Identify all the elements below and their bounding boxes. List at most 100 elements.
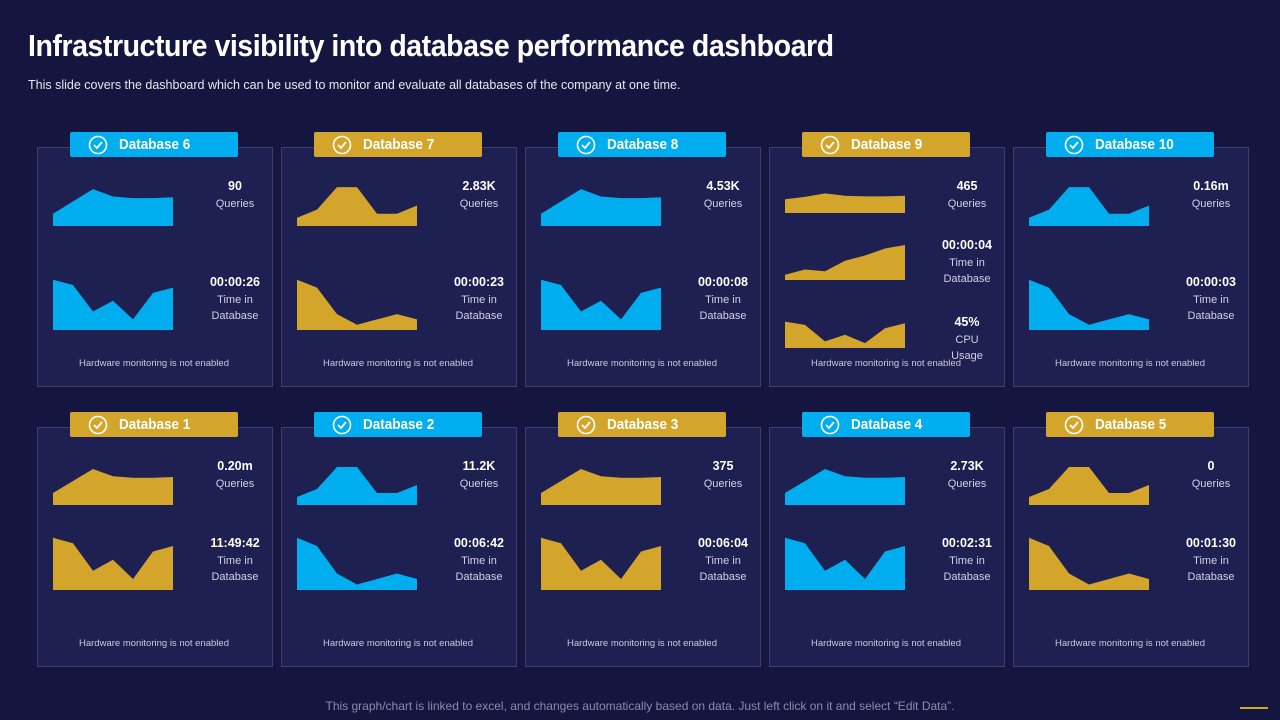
metric-value: 11.2K <box>462 459 496 473</box>
sparkline-area <box>785 245 905 280</box>
metric-label: Time in Database <box>699 294 747 322</box>
sparkline <box>1029 537 1149 590</box>
check-icon <box>820 135 840 154</box>
panel-title: Database 6 <box>119 136 191 153</box>
metric-label: Queries <box>1191 198 1231 210</box>
footer-note: This graph/chart is linked to excel, and… <box>325 699 955 713</box>
metric-label: Time in Database <box>211 294 259 322</box>
accent-line <box>1240 707 1268 709</box>
metric-value: 00:06:04 <box>697 536 749 550</box>
metric-value: 00:00:26 <box>209 275 261 289</box>
sparkline <box>297 537 417 590</box>
sparkline-area <box>1029 187 1149 226</box>
sparkline-area <box>541 537 661 590</box>
sparkline-area <box>785 193 905 213</box>
panel-tab: Database 7 <box>314 132 482 157</box>
metric-label: Queries <box>459 478 499 490</box>
check-icon <box>576 135 596 154</box>
sparkline <box>1029 279 1149 330</box>
metric-value: 465 <box>956 179 978 193</box>
metric-value: 4.53K <box>706 179 740 193</box>
panel-tab: Database 9 <box>802 132 970 157</box>
panel <box>525 427 761 667</box>
sparkline <box>785 193 905 213</box>
panel-tab: Database 3 <box>558 412 726 437</box>
panel-title: Database 8 <box>607 136 679 153</box>
sparkline-area <box>541 279 661 330</box>
metric-value: 00:00:03 <box>1185 275 1237 289</box>
check-icon <box>1064 415 1084 434</box>
panel-note: Hardware monitoring is not enabled <box>811 638 961 649</box>
metric-value: 2.73K <box>950 459 984 473</box>
metric-value: 0.16m <box>1193 179 1229 193</box>
metric-label: Queries <box>947 198 987 210</box>
panel-title: Database 5 <box>1095 416 1167 433</box>
check-icon <box>332 415 352 434</box>
panel-note: Hardware monitoring is not enabled <box>79 638 229 649</box>
sparkline <box>1029 467 1149 505</box>
metric-value: 00:00:08 <box>697 275 749 289</box>
sparkline-area <box>1029 467 1149 505</box>
sparkline <box>297 279 417 330</box>
metric-label: Queries <box>215 198 255 210</box>
sparkline <box>297 467 417 505</box>
check-icon <box>576 415 596 434</box>
metric-label: Time in Database <box>943 257 991 285</box>
metric-value: 00:00:04 <box>941 238 993 252</box>
sparkline-area <box>297 187 417 226</box>
panel <box>281 427 517 667</box>
panel <box>525 147 761 387</box>
sparkline <box>785 537 905 590</box>
panel-note: Hardware monitoring is not enabled <box>567 638 717 649</box>
sparkline-area <box>1029 279 1149 330</box>
sparkline <box>541 279 661 330</box>
panel-title: Database 2 <box>363 416 435 433</box>
check-icon <box>88 135 108 154</box>
metric-value: 00:02:31 <box>941 536 993 550</box>
panel-note: Hardware monitoring is not enabled <box>811 358 961 369</box>
panel-note: Hardware monitoring is not enabled <box>567 358 717 369</box>
page-title: Infrastructure visibility into database … <box>28 28 834 63</box>
panel-title: Database 3 <box>607 416 679 433</box>
sparkline-area <box>53 469 173 505</box>
sparkline <box>1029 187 1149 226</box>
metric-label: Queries <box>703 478 743 490</box>
sparkline-area <box>785 469 905 505</box>
metric-label: Queries <box>215 478 255 490</box>
panel-note: Hardware monitoring is not enabled <box>1055 638 1205 649</box>
metric-value: 2.83K <box>462 179 496 193</box>
metric-label: Time in Database <box>699 555 747 583</box>
metric-label: Queries <box>459 198 499 210</box>
metric-value: 45% <box>954 315 980 329</box>
sparkline-area <box>785 321 905 348</box>
metric-value: 375 <box>712 459 734 473</box>
sparkline <box>785 469 905 505</box>
panel-title: Database 9 <box>851 136 923 153</box>
panel-title: Database 1 <box>119 416 191 433</box>
check-icon <box>88 415 108 434</box>
page-subtitle: This slide covers the dashboard which ca… <box>28 78 681 92</box>
panel-title: Database 10 <box>1095 136 1174 153</box>
panel <box>37 147 273 387</box>
panel-tab: Database 4 <box>802 412 970 437</box>
sparkline <box>541 537 661 590</box>
sparkline-area <box>53 279 173 330</box>
panel-note: Hardware monitoring is not enabled <box>323 638 473 649</box>
metric-label: Time in Database <box>455 555 503 583</box>
metric-label: Time in Database <box>1187 555 1235 583</box>
panel <box>1013 147 1249 387</box>
metric-label: Time in Database <box>211 555 259 583</box>
metric-label: Time in Database <box>943 555 991 583</box>
sparkline <box>541 189 661 226</box>
check-icon <box>1064 135 1084 154</box>
panel-note: Hardware monitoring is not enabled <box>79 358 229 369</box>
metric-value: 00:00:23 <box>453 275 505 289</box>
metric-value: 0 <box>1207 459 1215 473</box>
sparkline <box>53 469 173 505</box>
panel <box>37 427 273 667</box>
sparkline-area <box>541 469 661 505</box>
sparkline-area <box>297 279 417 330</box>
panel-tab: Database 10 <box>1046 132 1214 157</box>
panel <box>281 147 517 387</box>
